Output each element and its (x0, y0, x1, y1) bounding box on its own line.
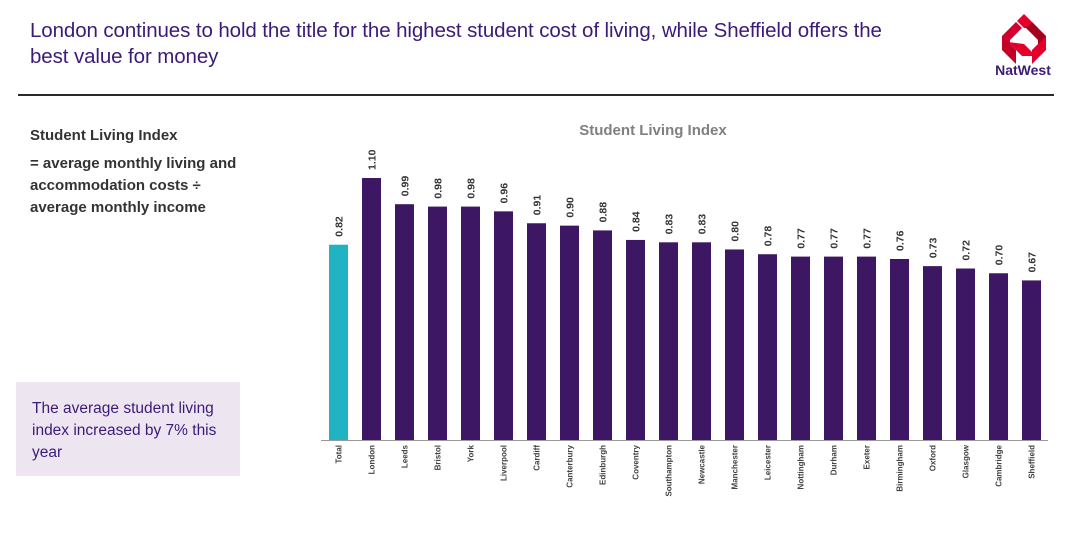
value-label: 1.10 (367, 149, 379, 170)
bar-total (329, 244, 348, 440)
bar-sheffield (1022, 280, 1041, 440)
bar-london (362, 178, 381, 440)
category-label: Leeds (401, 444, 410, 468)
callout-text: The average student living index increas… (32, 400, 217, 461)
chart-title: Student Living Index (579, 122, 727, 139)
category-label: Manchester (731, 445, 740, 489)
definition-title: Student Living Index (30, 127, 178, 144)
bar-durham (824, 256, 843, 440)
headline: London continues to hold the title for t… (30, 19, 882, 68)
callout-box: The average student living index increas… (16, 382, 240, 476)
value-label: 0.91 (532, 195, 544, 216)
category-label: Exeter (863, 445, 872, 469)
bar-leicester (758, 254, 777, 440)
category-label: Leicester (764, 445, 773, 480)
bar-newcastle (692, 242, 711, 440)
value-label: 0.96 (499, 183, 511, 204)
value-label: 0.77 (862, 228, 874, 249)
bar-cambridge (989, 273, 1008, 440)
bar-manchester (725, 249, 744, 440)
definition-body: = average monthly living and accommodati… (30, 155, 237, 216)
category-label: Newcastle (698, 444, 707, 484)
bar-oxford (923, 266, 942, 440)
category-label: Cambridge (995, 444, 1004, 486)
category-label: Birmingham (896, 445, 905, 492)
value-label: 0.80 (730, 221, 742, 242)
bar-york (461, 206, 480, 440)
bar-southampton (659, 242, 678, 440)
category-label: Nottingham (797, 445, 806, 489)
bar-exeter (857, 256, 876, 440)
value-label: 0.90 (565, 197, 577, 218)
category-label: Liverpool (500, 445, 509, 481)
value-label: 0.82 (334, 216, 346, 237)
bar-liverpool (494, 211, 513, 440)
bar-cardiff (527, 223, 546, 440)
category-label: Southampton (665, 445, 674, 497)
bar-glasgow (956, 268, 975, 440)
value-label: 0.78 (763, 226, 775, 247)
value-label: 0.70 (994, 245, 1006, 266)
value-label: 0.73 (928, 238, 940, 259)
value-label: 0.67 (1027, 252, 1039, 273)
category-label: York (467, 444, 476, 462)
value-label: 0.76 (895, 230, 907, 251)
value-label: 0.72 (961, 240, 973, 261)
bar-edinburgh (593, 230, 612, 440)
bar-coventry (626, 239, 645, 440)
bar-leeds (395, 204, 414, 440)
brand-name: NatWest (995, 62, 1051, 78)
value-label: 0.84 (631, 211, 643, 232)
category-label: Cardiff (533, 445, 542, 471)
category-label: Edinburgh (599, 445, 608, 485)
bar-bristol (428, 206, 447, 440)
category-label: Durham (830, 445, 839, 475)
header-divider (18, 94, 1054, 96)
category-label: Total (335, 445, 344, 464)
category-label: Glasgow (962, 444, 971, 478)
category-label: Sheffield (1028, 445, 1037, 479)
bar-canterbury (560, 225, 579, 440)
category-label: London (368, 445, 377, 474)
bar-nottingham (791, 256, 810, 440)
value-label: 0.98 (466, 178, 478, 199)
bar-birmingham (890, 258, 909, 440)
category-label: Canterbury (566, 444, 575, 487)
value-label: 0.99 (400, 176, 412, 197)
value-label: 0.83 (697, 214, 709, 235)
value-label: 0.77 (796, 228, 808, 249)
category-label: Bristol (434, 445, 443, 470)
value-label: 0.88 (598, 202, 610, 223)
value-label: 0.98 (433, 178, 445, 199)
value-label: 0.83 (664, 214, 676, 235)
category-label: Oxford (929, 445, 938, 471)
value-label: 0.77 (829, 228, 841, 249)
natwest-logo-icon (1002, 14, 1046, 64)
category-label: Coventry (632, 444, 641, 479)
